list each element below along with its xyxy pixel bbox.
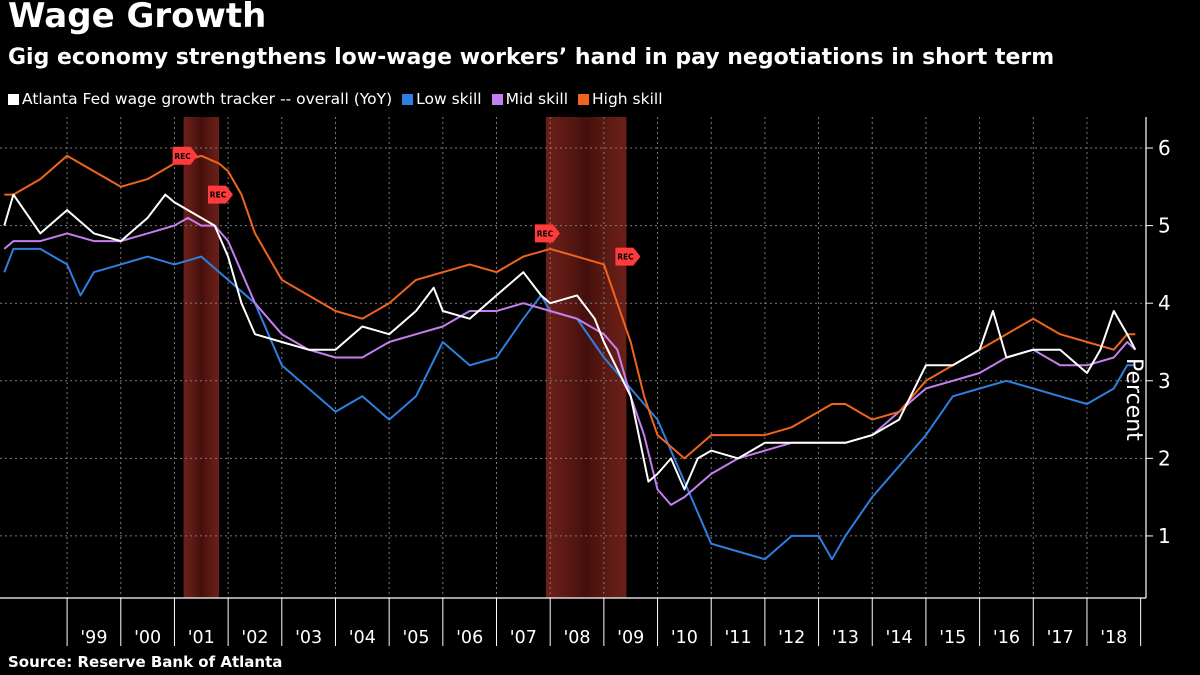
recession-marker (208, 185, 233, 204)
legend-swatch-mid-skill (491, 93, 503, 105)
x-tick-label: '04 (349, 628, 376, 648)
legend-swatch-high-skill (578, 93, 589, 105)
y-axis-label: Percent (1121, 358, 1146, 441)
y-tick-label: 4 (1158, 291, 1171, 315)
x-tick-label: '08 (563, 628, 590, 648)
legend-item-overall: Atlanta Fed wage growth tracker -- overa… (8, 90, 392, 108)
x-tick-label: '14 (886, 628, 913, 648)
y-tick-label: 5 (1158, 214, 1171, 238)
chart-subtitle: Gig economy strengthens low-wage workers… (8, 45, 1055, 70)
legend-item-high-skill: High skill (578, 90, 663, 108)
legend-swatch-overall (8, 93, 19, 105)
legend-item-mid-skill: Mid skill (491, 90, 568, 108)
y-tick-label: 6 (1158, 136, 1171, 160)
series-line-high-skill (4, 154, 1136, 460)
recession-marker (172, 146, 198, 165)
x-tick-label: '18 (1100, 628, 1127, 648)
x-tick-label: '00 (134, 628, 161, 648)
x-tick-label: '16 (993, 628, 1020, 648)
y-tick-label: 1 (1158, 524, 1171, 548)
source-note: Source: Reserve Bank of Atlanta (8, 653, 283, 671)
legend-item-low-skill: Low skill (402, 90, 482, 108)
x-tick-label: '12 (778, 628, 805, 648)
x-tick-label: '01 (188, 628, 215, 648)
x-tick-label: '11 (725, 628, 752, 648)
x-tick-label: '17 (1047, 628, 1074, 648)
x-tick-label: '15 (939, 628, 966, 648)
series-line-atlanta-fed-wage-growth-tracker-overall-yoy (3, 193, 1137, 491)
recession-marker-label: REC (537, 229, 554, 238)
x-tick-label: '09 (617, 628, 644, 648)
x-tick-label: '05 (402, 628, 429, 648)
y-tick-label: 3 (1158, 369, 1171, 393)
legend-swatch-low-skill (402, 93, 414, 105)
x-tick-label: '06 (456, 628, 483, 648)
x-tick-label: '10 (671, 628, 698, 648)
chart-legend: Atlanta Fed wage growth tracker -- overa… (8, 90, 673, 108)
series-line-mid-skill (3, 216, 1136, 506)
recession-marker (615, 247, 641, 266)
recession-marker-label: REC (617, 253, 634, 262)
y-tick-label: 2 (1158, 446, 1171, 470)
x-tick-label: '13 (832, 628, 859, 648)
x-tick-label: '99 (80, 628, 107, 648)
legend-label-overall: Atlanta Fed wage growth tracker -- overa… (22, 90, 393, 108)
chart-title: Wage Growth (8, 0, 267, 36)
recession-band (545, 117, 627, 598)
x-tick-label: '03 (295, 628, 322, 648)
x-tick-label: '07 (510, 628, 537, 648)
recession-marker-label: REC (210, 191, 227, 200)
recession-marker-label: REC (174, 152, 191, 161)
legend-label-high-skill: High skill (592, 90, 663, 108)
legend-label-low-skill: Low skill (416, 90, 482, 108)
x-tick-label: '02 (241, 628, 268, 648)
legend-label-mid-skill: Mid skill (505, 90, 568, 108)
recession-marker (534, 224, 560, 243)
